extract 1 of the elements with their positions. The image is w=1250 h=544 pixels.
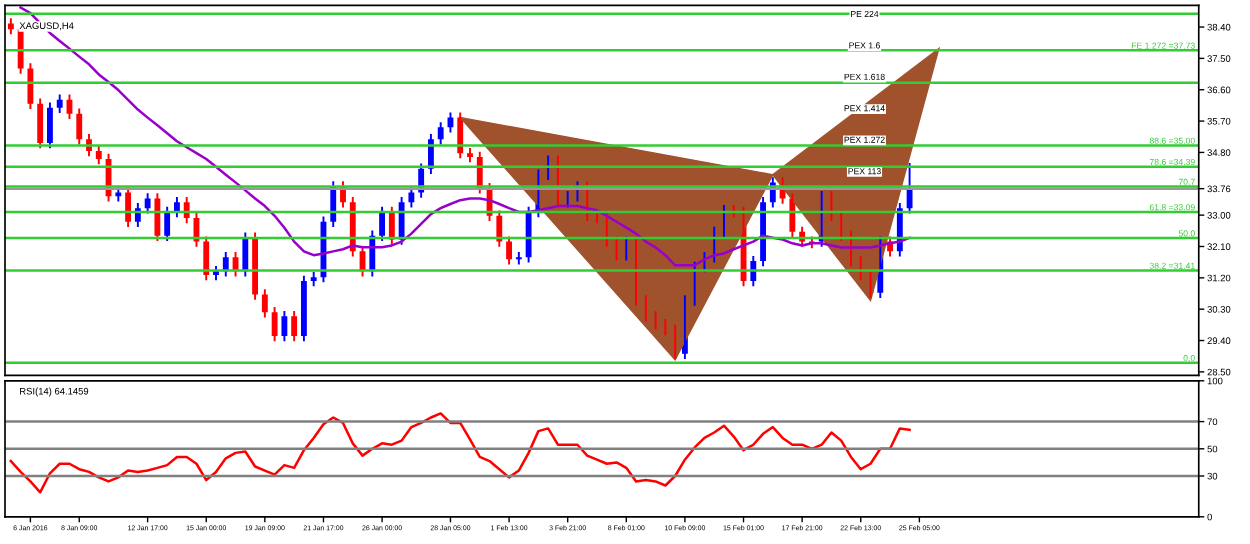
line-series [9,412,911,494]
